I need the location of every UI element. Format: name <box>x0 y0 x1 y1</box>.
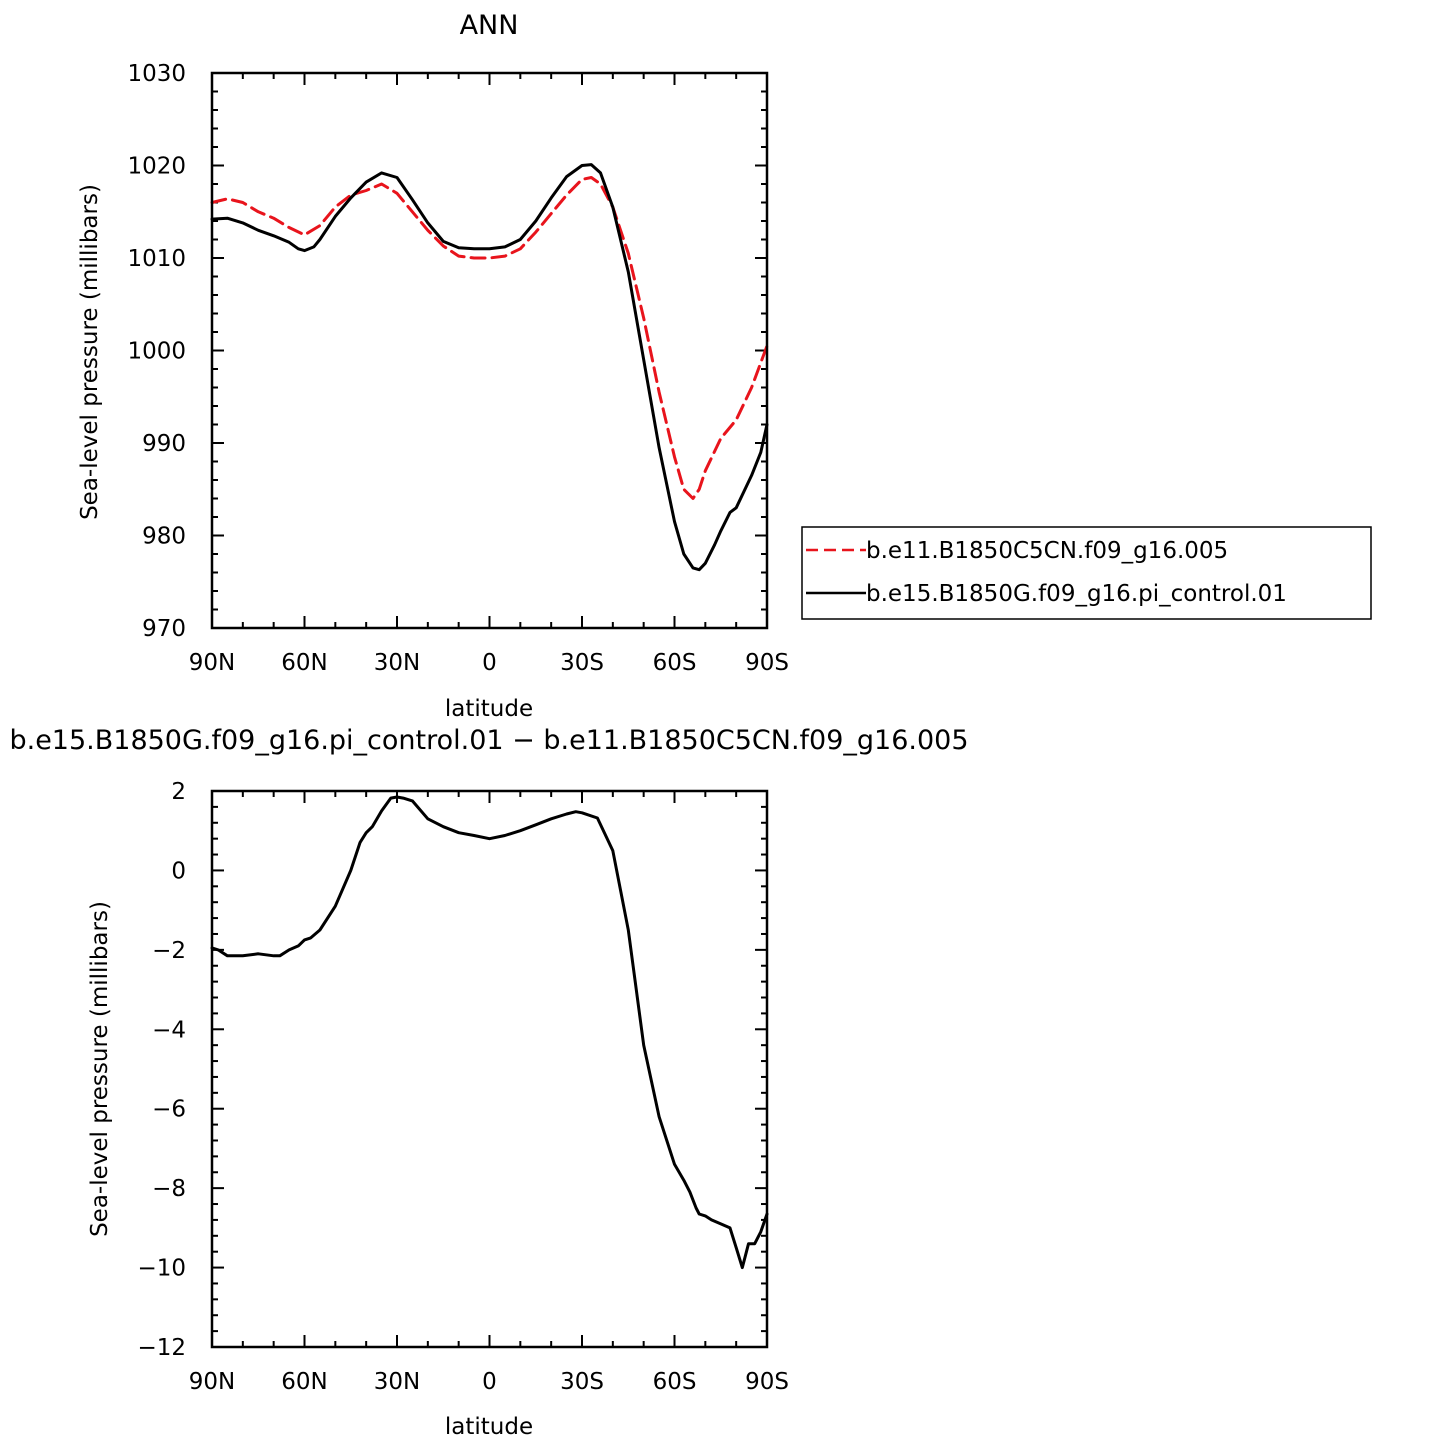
x-tick-label: 90S <box>745 1369 789 1395</box>
y-tick-label: 980 <box>142 524 186 550</box>
y-tick-label: 970 <box>142 616 186 642</box>
legend-label: b.e15.B1850G.f09_g16.pi_control.01 <box>866 581 1287 607</box>
x-tick-label: 90S <box>745 650 789 676</box>
x-tick-label: 30N <box>374 1369 420 1395</box>
top-plot-title: ANN <box>460 10 519 41</box>
y-tick-label: 1030 <box>127 61 186 87</box>
legend-entry-b.e11: b.e11.B1850C5CN.f09_g16.005 <box>806 538 1228 564</box>
series-line-dashed <box>210 176 769 500</box>
y-tick-label: 1010 <box>127 246 186 272</box>
top-x-axis-label: latitude <box>445 696 533 722</box>
top-y-axis-label: Sea-level pressure (millibars) <box>77 184 103 520</box>
y-tick-label: 990 <box>142 431 186 457</box>
bottom-panel: b.e15.B1850G.f09_g16.pi_control.01 − b.e… <box>9 725 968 1440</box>
y-tick-label: 1000 <box>127 339 186 365</box>
y-tick-label: −8 <box>152 1176 186 1202</box>
bottom-ticks: 90N 60N 30N 0 30S 60S 90S −12 −10 −8 −6 −4 −2 0 2 <box>137 779 788 1395</box>
x-tick-label: 30N <box>374 650 420 676</box>
top-plot-frame <box>210 71 769 630</box>
legend-label: b.e11.B1850C5CN.f09_g16.005 <box>866 538 1228 564</box>
top-panel: ANN 90N 60N 30N 0 30S 60S 90S 970 980 990 1000 1010… <box>77 10 789 722</box>
y-tick-label: −2 <box>152 938 186 964</box>
x-tick-label: 60N <box>281 650 327 676</box>
top-ticks: 90N 60N 30N 0 30S 60S 90S 970 980 990 1000 1010 1020… <box>127 61 788 676</box>
y-tick-label: 1020 <box>127 154 186 180</box>
bottom-plot-frame <box>210 789 769 1349</box>
bottom-plot-title: b.e15.B1850G.f09_g16.pi_control.01 − b.e… <box>9 725 968 756</box>
y-tick-label: −10 <box>137 1256 186 1282</box>
x-tick-label: 30S <box>560 1369 604 1395</box>
x-tick-label: 60S <box>653 1369 697 1395</box>
series-line-solid <box>210 163 769 572</box>
x-tick-label: 0 <box>482 1369 497 1395</box>
legend-entry-b.e15: b.e15.B1850G.f09_g16.pi_control.01 <box>806 581 1287 607</box>
x-tick-label: 30S <box>560 650 604 676</box>
bottom-y-axis-label: Sea-level pressure (millibars) <box>87 901 113 1237</box>
y-tick-label: −6 <box>152 1097 186 1123</box>
top-series-lines <box>210 163 769 572</box>
x-tick-label: 60S <box>653 650 697 676</box>
x-tick-label: 0 <box>482 650 497 676</box>
y-tick-label: −12 <box>137 1335 186 1361</box>
legend-box <box>801 526 1372 620</box>
series-line-solid <box>210 795 769 1270</box>
y-tick-label: 0 <box>171 858 186 884</box>
y-tick-label: 2 <box>171 779 186 805</box>
x-tick-label: 90N <box>189 650 235 676</box>
x-tick-label: 60N <box>281 1369 327 1395</box>
bottom-x-axis-label: latitude <box>445 1414 533 1440</box>
x-tick-label: 90N <box>189 1369 235 1395</box>
y-tick-label: −4 <box>152 1017 186 1043</box>
legend: b.e11.B1850C5CN.f09_g16.005 b.e15.B1850G… <box>801 526 1372 620</box>
bottom-series-lines <box>210 795 769 1270</box>
